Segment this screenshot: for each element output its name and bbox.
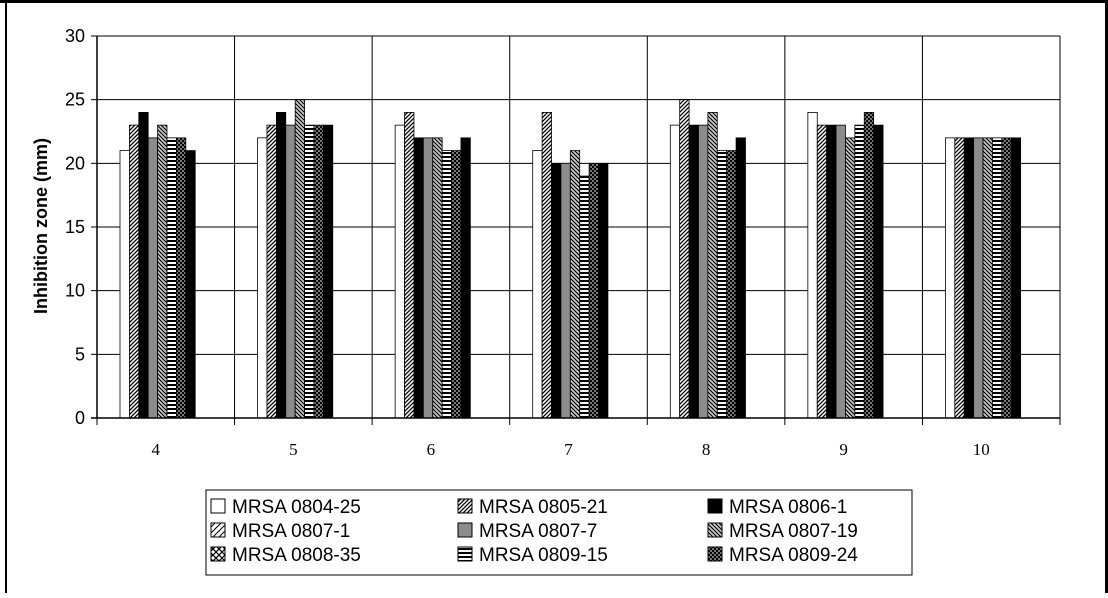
y-axis-label: Inhibition zone (mm)	[31, 138, 51, 314]
y-tick-label: 0	[75, 408, 85, 428]
bar	[707, 112, 718, 419]
bar	[413, 137, 424, 419]
bar	[863, 112, 875, 419]
bar	[945, 137, 956, 419]
bar	[175, 137, 187, 419]
bar	[541, 112, 552, 419]
bar	[166, 137, 177, 419]
legend-label: MRSA 0809-15	[479, 545, 608, 566]
bar	[688, 124, 699, 419]
bar	[588, 162, 599, 419]
bar	[873, 124, 884, 419]
bar	[404, 112, 415, 419]
x-tick-label: 10	[973, 440, 990, 459]
y-tick-label: 20	[65, 153, 85, 173]
bar	[394, 124, 405, 419]
legend-label: MRSA 0805-21	[479, 497, 608, 518]
x-tick-label: 9	[839, 440, 848, 459]
x-tick-label: 7	[564, 440, 573, 459]
bar	[716, 150, 728, 419]
bar	[698, 124, 709, 419]
legend-label: MRSA 0808-35	[232, 545, 361, 566]
bar	[322, 124, 334, 419]
bar	[679, 99, 690, 419]
bar	[275, 112, 287, 419]
x-tick-label: 5	[289, 440, 298, 459]
bar	[560, 162, 571, 419]
legend-label: MRSA 0804-25	[232, 497, 361, 518]
legend-label: MRSA 0809-24	[729, 545, 858, 566]
bar	[982, 137, 993, 419]
legend-label: MRSA 0806-1	[729, 497, 847, 518]
bar	[313, 124, 324, 419]
bar	[294, 99, 305, 419]
x-tick-label: 8	[702, 440, 711, 459]
bar	[257, 137, 268, 419]
legend-swatch	[707, 522, 723, 538]
bar	[992, 137, 1003, 419]
legend-swatch	[457, 522, 473, 538]
bar	[816, 124, 828, 419]
axes: 0 5 10 15 20 25 30 4 5 6 7 8 9 10	[65, 26, 1061, 459]
legend-label: MRSA 0807-1	[232, 521, 350, 542]
bar	[569, 150, 581, 419]
y-tick-label: 15	[65, 217, 85, 237]
bar	[954, 137, 965, 419]
legend-swatch	[457, 498, 473, 514]
legend-label: MRSA 0807-7	[479, 521, 597, 542]
bar	[532, 150, 543, 419]
bar	[854, 124, 865, 419]
bar	[845, 137, 856, 419]
bar	[807, 112, 818, 419]
bars	[119, 99, 1022, 419]
bar	[826, 124, 837, 419]
bar	[285, 124, 296, 419]
legend-box	[205, 489, 913, 576]
bar	[432, 137, 443, 419]
bar	[185, 150, 196, 419]
y-tick-label: 5	[75, 344, 85, 364]
bar	[598, 162, 609, 419]
bar	[551, 162, 562, 419]
bar	[157, 124, 168, 419]
legend-swatch	[457, 546, 473, 562]
legend-swatch	[707, 546, 723, 562]
legend-swatch	[210, 522, 226, 538]
x-tick-label: 4	[152, 440, 161, 459]
bar	[1010, 137, 1022, 419]
bar	[266, 124, 277, 419]
bar	[119, 150, 130, 419]
bar	[147, 137, 158, 419]
bar	[835, 124, 846, 419]
bar	[138, 112, 149, 419]
bar	[128, 124, 140, 419]
x-tick-label: 6	[427, 440, 436, 459]
legend-swatch	[210, 498, 226, 514]
legend-swatch	[210, 546, 226, 562]
bar	[1001, 137, 1012, 419]
bar	[735, 137, 746, 419]
bar	[973, 137, 984, 419]
bar	[304, 124, 315, 419]
bar	[963, 137, 975, 419]
bar	[441, 150, 452, 419]
legend: MRSA 0804-25 MRSA 0805-21 MRSA 0806-1 MRSA …	[205, 489, 913, 576]
y-tick-label: 25	[65, 90, 85, 110]
bar	[460, 137, 471, 419]
y-tick-label: 30	[65, 26, 85, 46]
y-tick-label: 10	[65, 281, 85, 301]
legend-swatch	[707, 498, 723, 514]
bar	[726, 150, 737, 419]
legend-label: MRSA 0807-19	[729, 521, 858, 542]
bar	[422, 137, 434, 419]
bar	[451, 150, 462, 419]
bar	[579, 175, 590, 419]
bar	[669, 124, 681, 419]
